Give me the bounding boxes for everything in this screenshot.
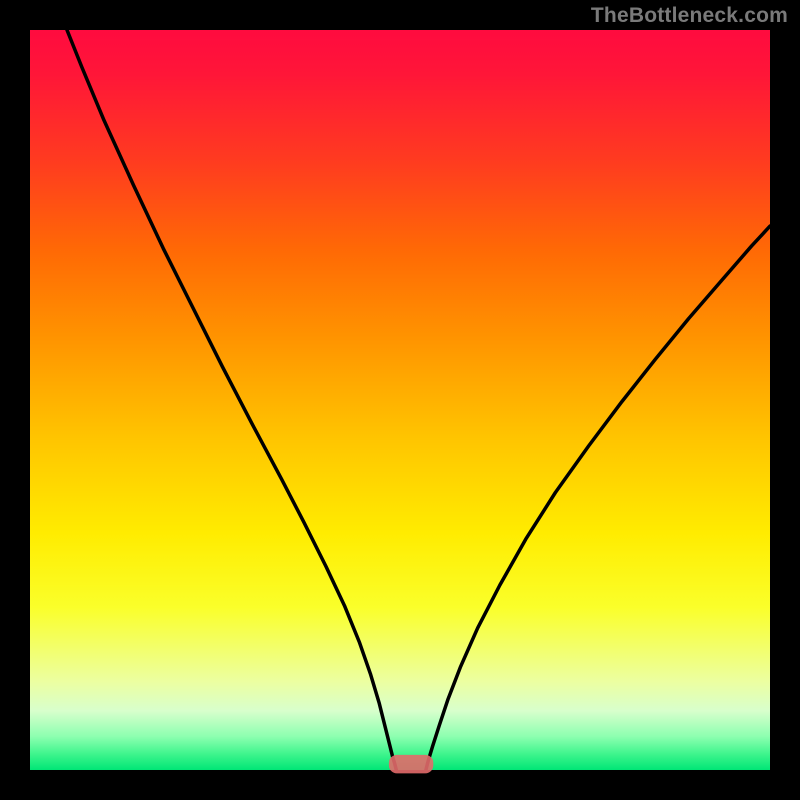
chart-container: TheBottleneck.com <box>0 0 800 800</box>
bottleneck-marker <box>389 755 433 774</box>
plot-background <box>30 30 770 770</box>
bottleneck-curve-plot <box>0 0 800 800</box>
